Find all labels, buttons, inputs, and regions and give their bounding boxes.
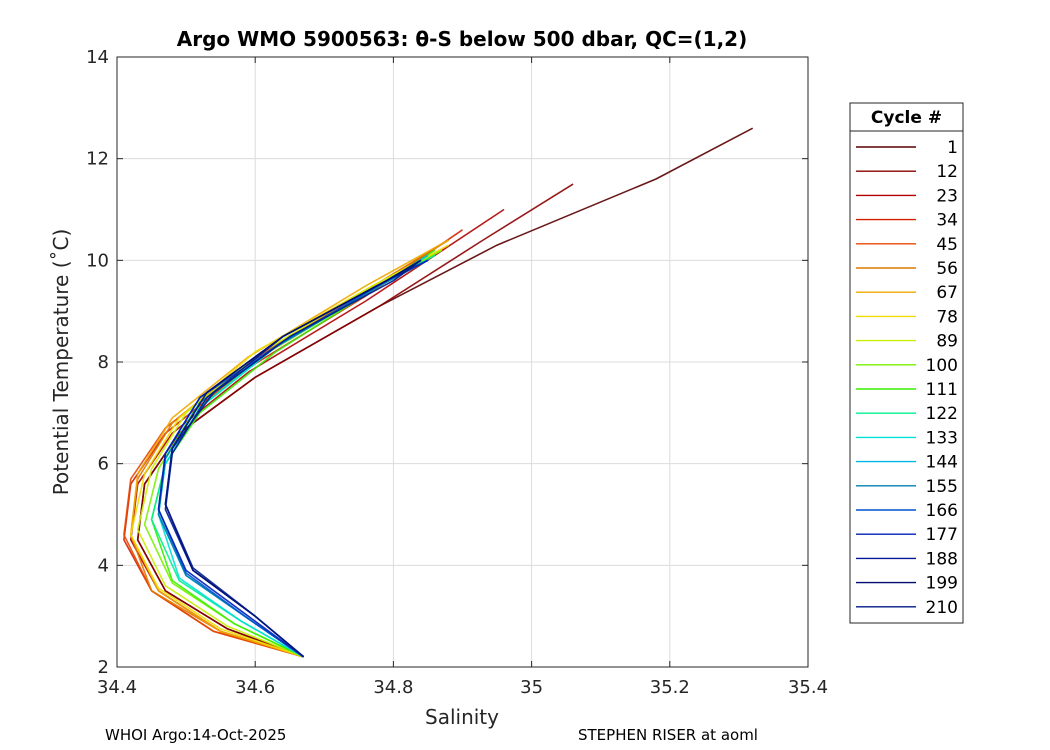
legend-label: 78 [936,307,958,327]
legend-label: 144 [926,453,958,473]
legend-label: 188 [926,549,958,569]
footer-right: STEPHEN RISER at aoml [578,726,758,744]
series-line-78 [130,244,450,658]
y-tick-label: 10 [86,250,109,271]
legend-label: 177 [926,525,958,545]
series-line-210 [164,259,422,658]
grid [116,56,809,668]
y-tick-label: 12 [86,149,109,170]
legend-label: 56 [936,259,958,279]
legend: Cycle #1 12 23 34 45 56 67 78 89 100 111 122 133 144 1… [849,102,964,624]
series-line-89 [136,249,443,658]
footer-left: WHOI Argo:14-Oct-2025 [105,726,287,744]
y-axis-label: Potential Temperature (˚C) [49,229,73,496]
series-line-177 [157,259,429,658]
y-tick-label: 14 [86,47,109,68]
legend-label: 100 [926,356,958,376]
series-line-1 [136,127,754,658]
series-line-111 [150,249,436,658]
legend-label: 111 [926,380,958,400]
x-tick-label: 35.2 [650,677,690,698]
series-line-166 [157,259,429,658]
y-tick-label: 8 [98,352,109,373]
series-line-155 [157,259,429,658]
x-tick-label: 35 [520,677,543,698]
legend-label: 23 [936,186,958,206]
legend-label: 133 [926,428,958,448]
legend-box [849,102,964,624]
x-tick-label: 35.4 [788,677,828,698]
y-tick-label: 4 [98,555,109,576]
legend-label: 199 [926,574,958,594]
legend-label: 89 [936,332,958,352]
series-line-12 [136,183,574,658]
x-tick-label: 34.8 [373,677,413,698]
x-tick-label: 34.6 [235,677,275,698]
legend-label: 122 [926,404,958,424]
series-line-144 [157,254,429,658]
series-line-133 [157,254,429,658]
legend-label: 166 [926,501,958,521]
plot-lines [123,127,754,658]
legend-label: 45 [936,235,958,255]
legend-title: Cycle # [871,108,942,128]
series-line-100 [143,249,443,658]
legend-label: 34 [936,211,958,231]
x-axis-label: Salinity [425,705,499,729]
legend-label: 67 [936,283,958,303]
legend-label: 1 [947,138,958,158]
series-line-67 [130,239,450,658]
x-tick-label: 34.4 [97,677,137,698]
y-tick-label: 2 [98,657,109,678]
legend-label: 12 [936,162,958,182]
legend-label: 155 [926,477,958,497]
y-tick-label: 6 [98,454,109,475]
axis-ticks: 34.4 34.6 34.8 35 35.2 35.4 2 4 6 8 10 12 14 [86,47,828,698]
chart-title: Argo WMO 5900563: θ-S below 500 dbar, QC… [177,27,747,51]
legend-label: 210 [926,598,958,618]
